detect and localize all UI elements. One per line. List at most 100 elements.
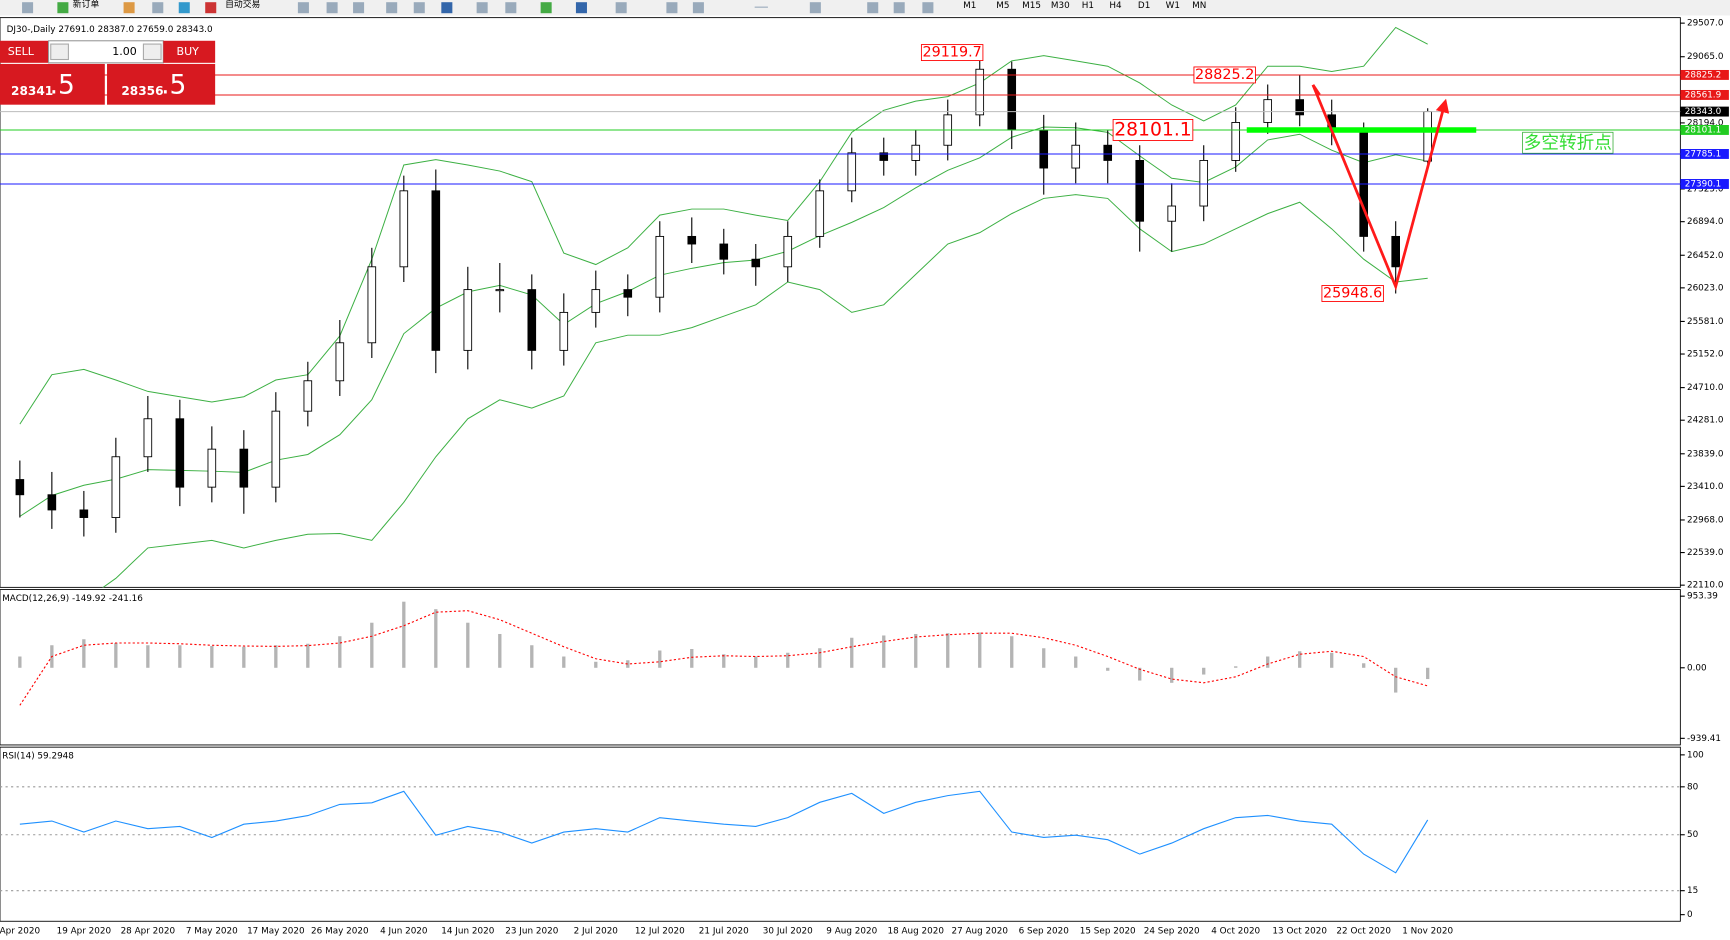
candle-body (303, 380, 313, 412)
ask-box[interactable] (107, 63, 216, 105)
y-tick-label: 26023.0 (1687, 283, 1724, 293)
candle-body (719, 243, 729, 260)
y-tick-label: 25581.0 (1687, 317, 1724, 327)
macd-bar (658, 650, 662, 668)
y-tick-label: 23839.0 (1687, 449, 1724, 459)
price-level-box (1680, 69, 1729, 80)
chart-header: DJ30-,Daily 27691.0 28387.0 27659.0 2834… (7, 25, 213, 35)
annotation-box (1321, 285, 1384, 302)
price-level-label: 28343.0 (1685, 107, 1722, 117)
x-tick-label: 12 Jul 2020 (635, 927, 685, 937)
timeframe-button[interactable]: H1 (1082, 1, 1094, 11)
x-tick-label: 24 Sep 2020 (1144, 927, 1200, 937)
indicator-title: RSI(14) 59.2948 (2, 751, 74, 761)
x-tick-label: 17 May 2020 (247, 927, 305, 937)
y-tick-label: 0 (1687, 910, 1693, 920)
macd-bar (690, 649, 694, 668)
macd-bar (1042, 648, 1046, 668)
macd-bar (1266, 656, 1270, 668)
annotation-label: 28101.1 (1114, 119, 1192, 140)
candle-body (15, 479, 25, 496)
volume-up[interactable] (142, 43, 162, 61)
candle-body (1167, 205, 1177, 222)
candle-body (399, 190, 409, 268)
macd-bar (850, 637, 854, 668)
candle-body (47, 494, 57, 511)
price-level-label: 28825.2 (1685, 70, 1721, 80)
price-level-label: 27390.1 (1685, 179, 1721, 189)
macd-bar (178, 645, 182, 668)
macd-bar (786, 652, 790, 668)
candle-body (527, 289, 537, 351)
macd-bar (530, 645, 534, 668)
candle-body (847, 152, 857, 192)
candle-body (783, 235, 793, 268)
timeframe-button[interactable]: M5 (996, 1, 1009, 11)
timeframe-button[interactable]: M15 (1022, 1, 1041, 11)
y-tick-label: 100 (1687, 750, 1704, 760)
macd-bar (146, 645, 150, 668)
y-tick-label: 23410.0 (1687, 482, 1724, 492)
y-tick-label: 26894.0 (1687, 217, 1724, 227)
candle-body (1391, 235, 1400, 268)
bid-price: 28341 (11, 84, 53, 98)
y-tick-label: 22968.0 (1687, 515, 1724, 525)
macd-bar (466, 622, 470, 668)
timeframe-button[interactable]: MN (1192, 1, 1206, 11)
one-click-panel: SELL 1.00 BUY 28341 .5 28356 .5 (0, 40, 216, 105)
macd-bar (1298, 651, 1302, 668)
candle-body (335, 342, 345, 382)
y-tick-label: 22110.0 (1687, 581, 1724, 591)
macd-bar (1074, 656, 1078, 668)
candle-body (175, 418, 185, 488)
x-tick-label: 30 Jul 2020 (763, 927, 813, 937)
macd-bar (1234, 666, 1238, 668)
toolbar-icons (22, 2, 934, 14)
x-tick-label: 23 Jun 2020 (505, 927, 558, 937)
candle-body (271, 410, 281, 488)
x-tick-label: 4 Jun 2020 (380, 927, 428, 937)
macd-bar (274, 645, 278, 668)
x-tick-label: 7 May 2020 (186, 927, 238, 937)
macd-bar (370, 622, 374, 668)
ask-price: 28356 (121, 84, 163, 98)
macd-bar (1202, 667, 1206, 675)
macd-bar (1106, 667, 1110, 671)
candle-body (79, 509, 89, 518)
timeframe-button[interactable]: M30 (1051, 1, 1070, 11)
price-level-label: 28561.9 (1685, 90, 1721, 100)
macd-bar (818, 648, 822, 668)
macd-bar (1394, 667, 1398, 693)
candle-body (111, 456, 121, 518)
sell-button[interactable] (0, 40, 49, 63)
buy-button[interactable] (163, 40, 216, 63)
macd-bar (306, 643, 310, 668)
timeframe-button[interactable]: H4 (1109, 1, 1122, 11)
auto-trading-button[interactable]: 自动交易 (225, 0, 260, 10)
x-tick-label: Apr 2020 (0, 927, 40, 937)
timeframe-button[interactable]: M1 (963, 1, 976, 11)
timeframe-button[interactable]: W1 (1166, 1, 1180, 11)
candle-body (559, 311, 569, 351)
y-tick-label: 28194.0 (1687, 118, 1724, 128)
macd-signal (19, 610, 1428, 706)
price-level-box (1680, 179, 1729, 189)
bollinger-upper (19, 26, 1428, 425)
new-order-button[interactable]: 新订单 (73, 0, 100, 10)
timeframe-button[interactable]: D1 (1138, 1, 1150, 11)
candle-body (207, 448, 217, 488)
macd-bar (1138, 667, 1142, 681)
candle-body (1103, 144, 1113, 161)
candle-body (431, 190, 441, 351)
macd-bar (114, 642, 118, 668)
x-tick-label: 19 Apr 2020 (57, 927, 112, 937)
price-level-label: 28101.1 (1685, 125, 1721, 135)
candle-body (1359, 129, 1369, 237)
macd-bar (498, 633, 502, 668)
candle-body (239, 448, 249, 488)
volume-down[interactable] (50, 43, 69, 61)
note-label: 多空转折点 (1524, 132, 1612, 153)
bid-box[interactable] (0, 63, 105, 105)
price-level-box (1680, 149, 1729, 159)
macd-bar (1330, 652, 1334, 668)
